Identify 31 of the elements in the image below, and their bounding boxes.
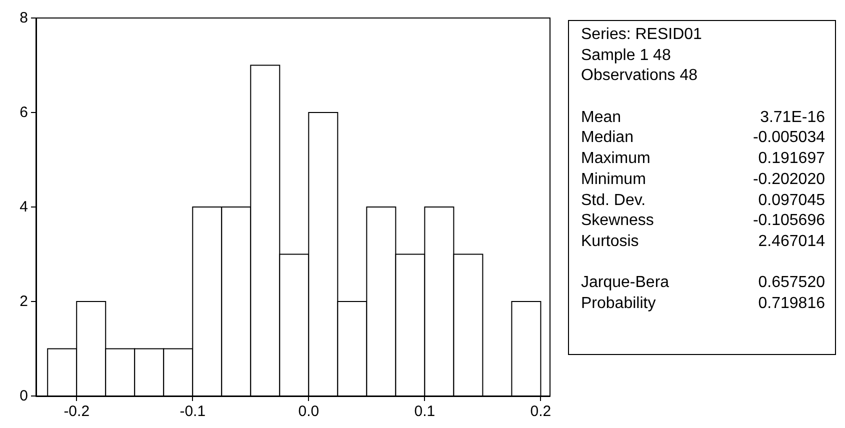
y-tick-label: 8 [20,10,28,26]
text: 2.467014 [758,232,825,250]
text: 0.719816 [758,294,825,312]
text: -0.202020 [752,170,825,188]
x-tick-label: 0.0 [298,403,320,420]
category-label: Mean [581,108,622,128]
x-tick-label: -0.1 [180,403,206,420]
text: -0.105696 [752,212,825,230]
x-tick-label: 0.2 [530,403,552,420]
y-tick-label: 4 [20,198,28,216]
y-tick-label: 0 [20,388,28,404]
category-label: Std. Dev. [581,190,646,210]
category-label: Minimum [581,170,646,190]
y-tick-label: 2 [20,293,28,310]
text: 0.657520 [758,274,825,292]
text: Sample 1 48 [581,46,671,66]
category-label: Kurtosis [581,232,639,252]
category-label: Jarque-Bera [581,273,670,294]
text: 0.097045 [758,192,825,208]
category-label: Maximum [581,149,650,170]
x-tick-label: 0.1 [414,403,436,420]
text: 3.71E-16 [760,108,825,126]
text: -0.005034 [752,129,825,146]
category-label: Median [581,128,634,148]
text: Observations 48 [581,66,698,86]
text: 0.191697 [758,150,825,168]
text: Series: RESID01 [581,25,702,45]
category-label: Skewness [581,211,654,232]
y-tick-label: 6 [20,104,28,121]
category-label: Probability [581,294,656,314]
x-tick-label: -0.2 [64,403,90,420]
